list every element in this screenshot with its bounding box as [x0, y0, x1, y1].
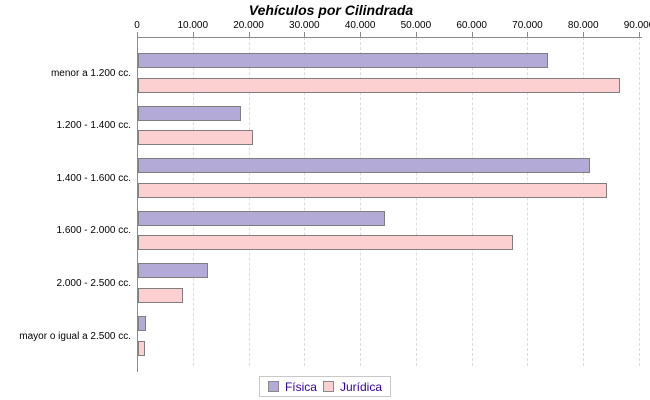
- gridline: [248, 37, 250, 366]
- x-axis-tick-label: 20.000: [233, 20, 264, 31]
- category-label: mayor o igual a 2.500 cc.: [19, 330, 131, 342]
- bar-fisica: [138, 53, 548, 68]
- legend-swatch-juridica: [322, 381, 334, 392]
- bar-fisica: [138, 158, 590, 174]
- category-label: 1.200 - 1.400 cc.: [56, 120, 132, 132]
- x-axis-tick: [527, 32, 529, 38]
- category-label: menor a 1.200 cc.: [50, 67, 131, 79]
- legend-box: Física Jurídica: [258, 376, 392, 397]
- category-label: 1.600 - 2.000 cc.: [56, 225, 132, 237]
- bar-juridica: [138, 130, 254, 146]
- x-axis-tick: [137, 32, 138, 38]
- category-label: 2.000 - 2.500 cc.: [56, 277, 132, 289]
- chart-title: Vehículos por Cilindrada: [248, 2, 414, 18]
- x-axis-tick: [471, 32, 473, 38]
- gridline: [583, 37, 585, 366]
- x-axis-tick-label: 70.000: [512, 20, 543, 31]
- x-axis-tick: [639, 32, 640, 38]
- x-axis-tick-label: 90.000: [623, 20, 650, 31]
- category-label: 1.400 - 1.600 cc.: [56, 172, 132, 184]
- bar-fisica: [138, 105, 241, 121]
- bar-juridica: [138, 340, 146, 356]
- bar-juridica: [138, 287, 183, 303]
- x-axis-line: [137, 37, 642, 38]
- legend-label-fisica: Física: [284, 379, 317, 394]
- x-axis-tick: [415, 32, 417, 38]
- x-axis-tick-label: 10.000: [177, 20, 209, 31]
- x-axis-tick: [192, 32, 194, 38]
- bar-fisica: [138, 316, 147, 331]
- x-axis-tick: [248, 32, 250, 38]
- bar-juridica: [138, 235, 513, 251]
- gridline: [192, 37, 194, 366]
- x-axis-tick-label: 80.000: [567, 20, 599, 31]
- bar-fisica: [138, 210, 386, 226]
- gridline: [304, 37, 306, 366]
- x-axis-tick-label: 40.000: [344, 20, 376, 31]
- bar-juridica: [138, 182, 608, 198]
- gridline: [360, 37, 362, 366]
- x-axis-tick-label: 0: [134, 20, 140, 31]
- legend: Física Jurídica: [0, 376, 650, 397]
- legend-label-juridica: Jurídica: [339, 379, 383, 394]
- x-axis-tick-label: 50.000: [400, 20, 432, 31]
- gridline: [471, 37, 473, 366]
- y-axis-line: [137, 37, 138, 372]
- x-axis-tick-label: 60.000: [456, 20, 487, 31]
- legend-swatch-fisica: [267, 381, 279, 392]
- bar-fisica: [138, 263, 209, 279]
- x-axis-tick: [360, 32, 362, 38]
- gridline: [415, 37, 417, 366]
- bar-juridica: [138, 77, 620, 93]
- gridline: [527, 37, 529, 366]
- x-axis-tick-label: 30.000: [289, 20, 320, 31]
- gridline: [639, 37, 640, 366]
- x-axis-tick: [583, 32, 585, 38]
- x-axis-tick: [304, 32, 306, 38]
